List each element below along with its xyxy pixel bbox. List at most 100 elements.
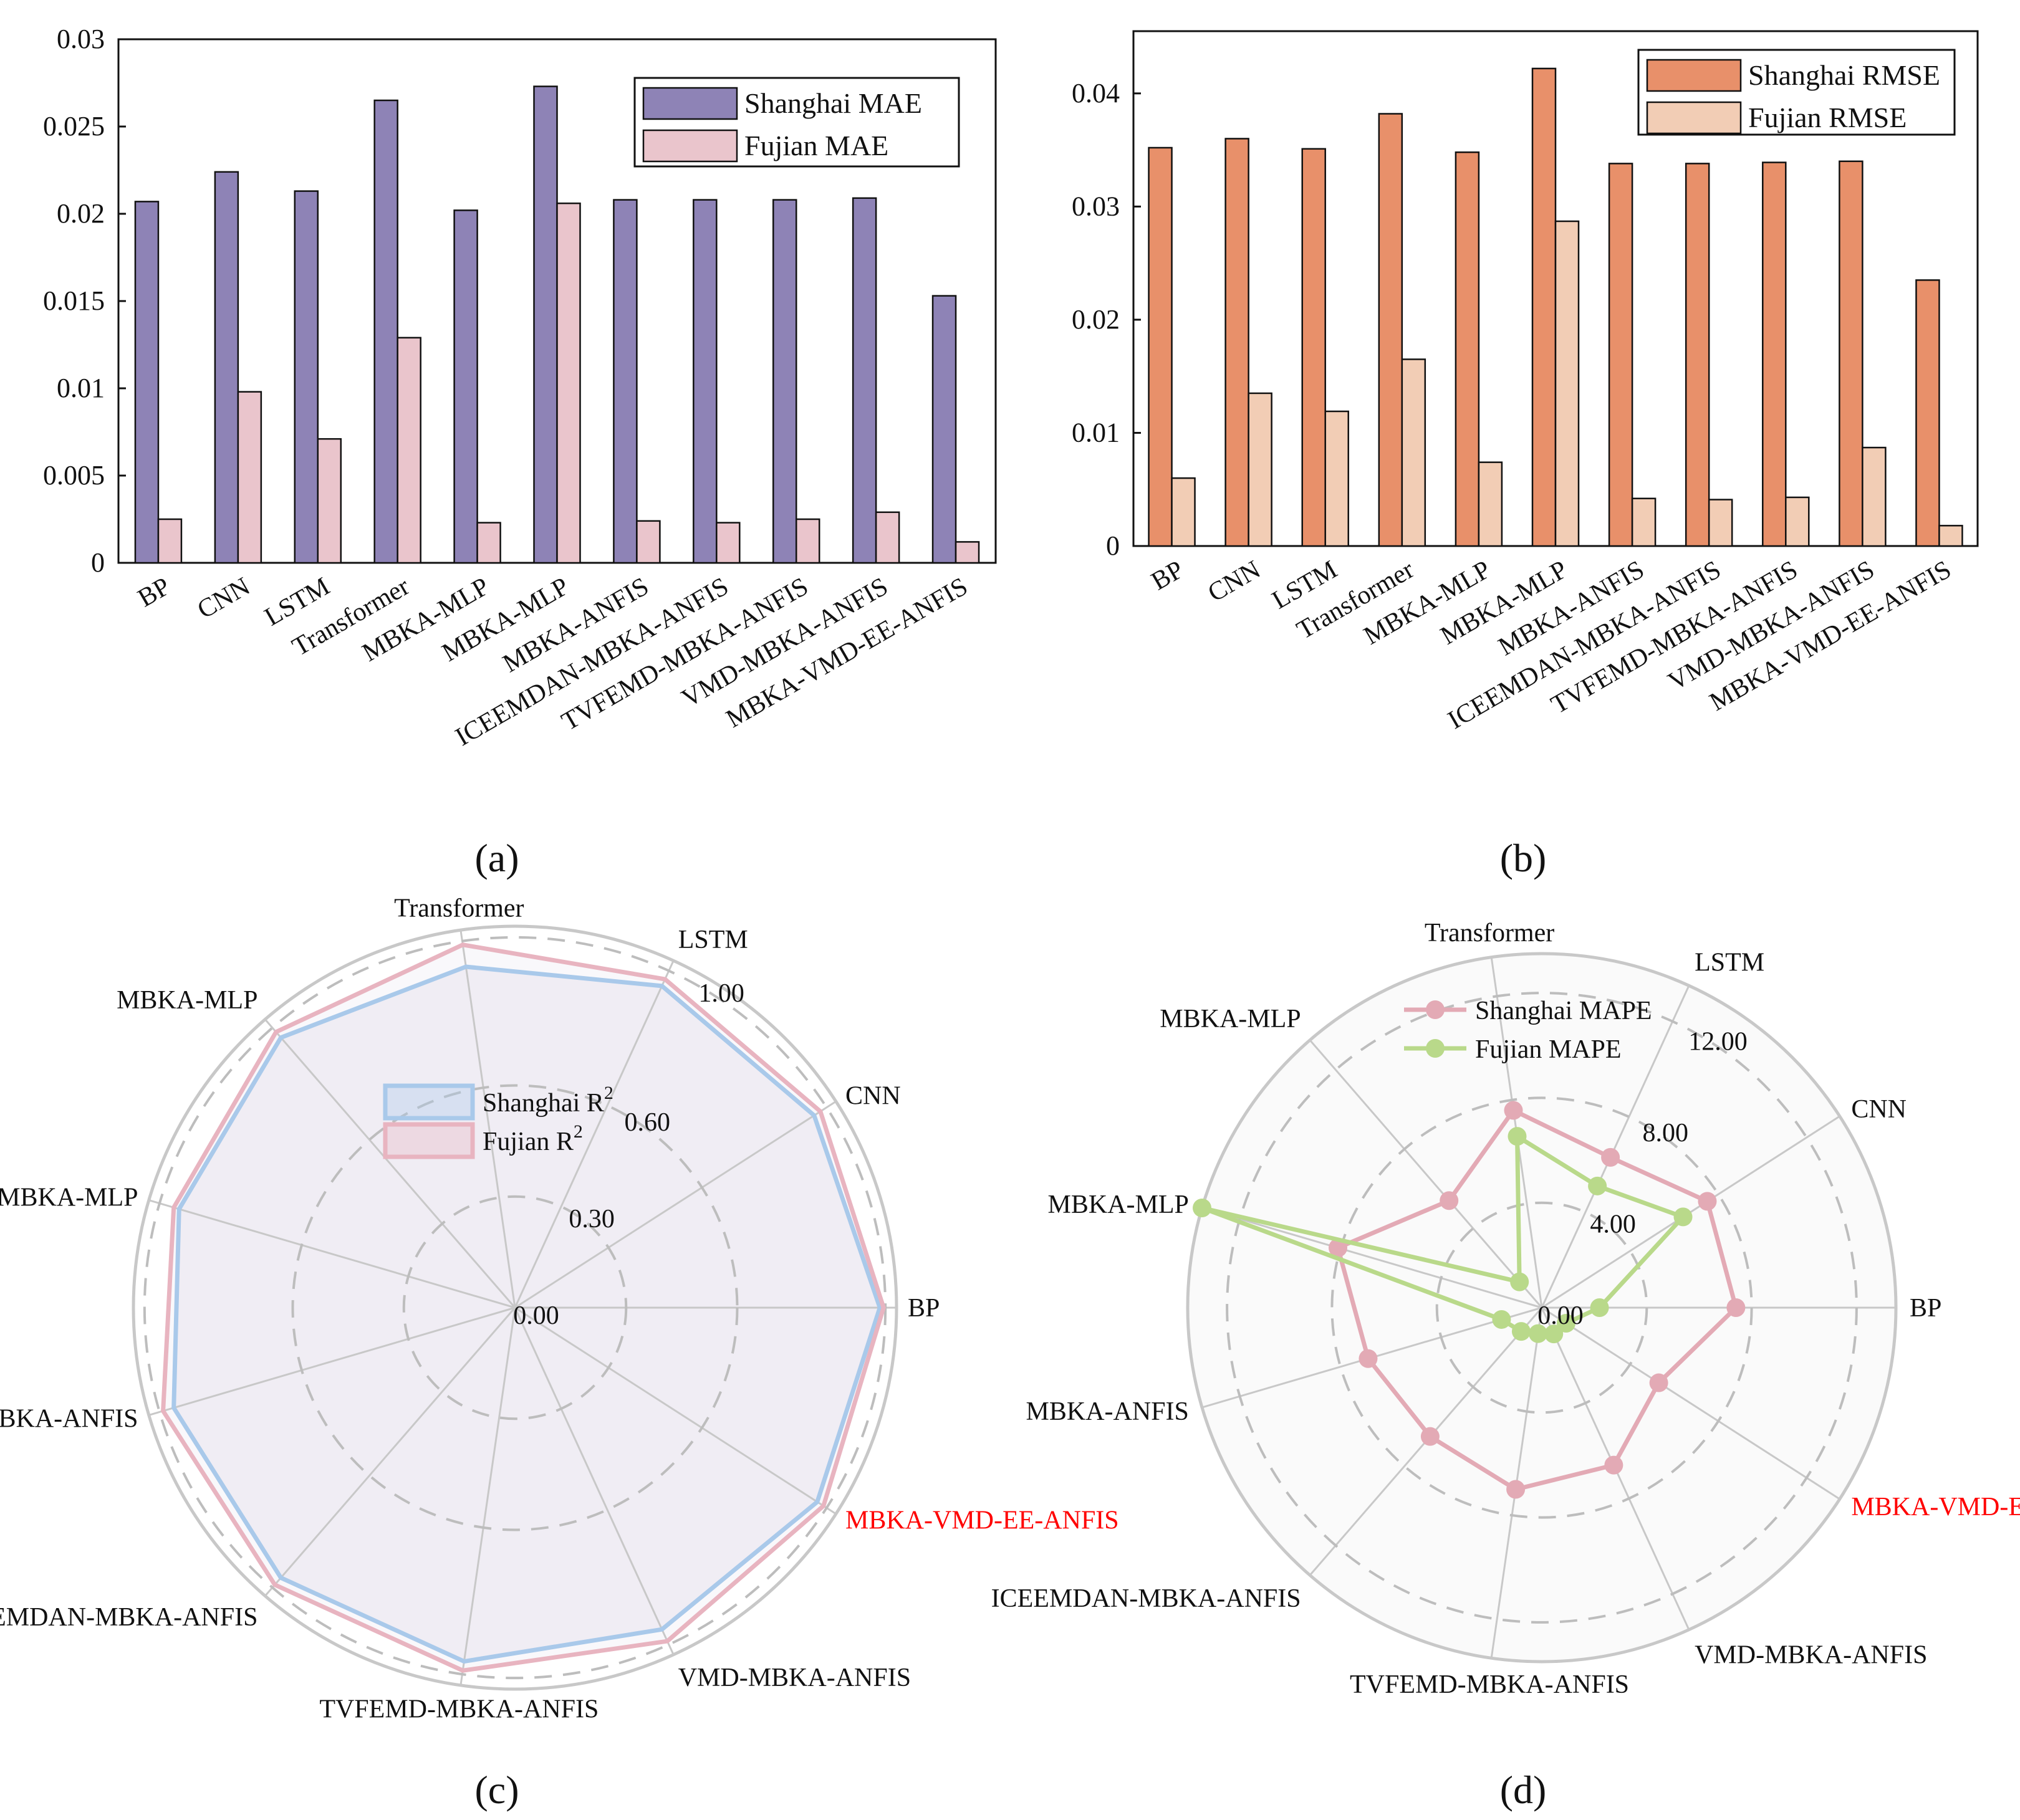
radar-axis-label: MBKA-MLP <box>1048 1190 1189 1219</box>
y-tick-label: 0.02 <box>1072 304 1120 335</box>
bar-shanghai-rmse <box>1148 146 1173 547</box>
radar-marker <box>1529 1324 1548 1343</box>
bar-shanghai-mae <box>852 197 877 564</box>
legend-marker <box>1426 1039 1445 1058</box>
bar-fujian-mae <box>955 541 980 564</box>
y-tick-label: 0.025 <box>43 111 105 141</box>
legend-label: Fujian R2 <box>483 1121 583 1156</box>
panel-d-radar-chart: 0.00 4.00 8.00 12.00 BP CNN LSTM Transformer MBK… <box>991 919 2020 1812</box>
x-tick-label: BP <box>1147 555 1188 596</box>
radar-marker <box>1556 1314 1575 1333</box>
radar-axis-label: ICEEMDAN-MBKA-ANFIS <box>991 1584 1301 1613</box>
bar-shanghai-mae <box>533 85 558 564</box>
ring-label: 0.00 <box>513 1301 559 1330</box>
radar-ring <box>1435 1201 1648 1414</box>
radar-outer-ring <box>132 924 898 1691</box>
bar-fujian-mae <box>875 511 900 564</box>
radar-axis-label: MBKA-VMD-EE-ANFIS <box>1851 1493 2020 1521</box>
legend-label-superscript: 2 <box>604 1083 613 1103</box>
x-tick-label: CNN <box>1203 555 1266 608</box>
bar-shanghai-mae <box>453 209 478 564</box>
radar-spoke <box>1541 985 1690 1308</box>
panel-label: (a) <box>474 836 519 880</box>
bar-shanghai-rmse <box>1608 163 1633 547</box>
legend-label-text: Shanghai R <box>483 1089 604 1118</box>
bar-shanghai-rmse <box>1531 67 1557 547</box>
radar-axis-label: MBKA-ANFIS <box>1026 1397 1189 1426</box>
bar-shanghai-rmse <box>1378 113 1403 547</box>
bar-shanghai-mae <box>373 99 398 564</box>
radar-axis-label: MBKA-MLP <box>117 986 257 1015</box>
radar-marker <box>1544 1324 1564 1344</box>
x-tick-label: BP <box>133 572 175 613</box>
radar-marker <box>1726 1298 1746 1317</box>
legend-swatch <box>383 1122 475 1159</box>
radar-ring <box>402 1195 628 1420</box>
radar-axis-label: Transformer <box>394 894 524 922</box>
radar-marker <box>1506 1480 1526 1499</box>
legend-label: Fujian MAPE <box>1475 1035 1622 1064</box>
radar-axis-label: VMD-MBKA-ANFIS <box>1695 1641 1927 1670</box>
ring-label: 12.00 <box>1688 1028 1748 1056</box>
bar-fujian-mae <box>716 522 741 564</box>
bar-fujian-mae <box>556 202 581 564</box>
radar-ring <box>1330 1096 1753 1519</box>
bar-fujian-mae <box>397 337 421 564</box>
bar-shanghai-rmse <box>1839 160 1864 547</box>
bar-shanghai-rmse <box>1224 138 1249 547</box>
radar-series-line <box>1335 1108 1739 1492</box>
bar-fujian-rmse <box>1938 525 1963 547</box>
y-tick-label: 0.01 <box>57 373 105 403</box>
legend-label-text: Shanghai MAPE <box>1475 997 1652 1025</box>
radar-marker <box>1511 1322 1531 1341</box>
bar-fujian-rmse <box>1554 220 1580 547</box>
legend-swatch <box>642 129 738 163</box>
radar-axis-label: Transformer <box>1425 919 1554 947</box>
legend-label-text: Fujian MAPE <box>1475 1035 1622 1064</box>
legend-label: Shanghai MAE <box>744 87 922 119</box>
radar-ring <box>291 1084 739 1531</box>
legend-swatch <box>642 87 738 120</box>
legend-label: Shanghai MAPE <box>1475 997 1652 1025</box>
bar-shanghai-mae <box>613 199 638 564</box>
bar-shanghai-rmse <box>1301 148 1326 547</box>
radar-spoke <box>459 1307 516 1685</box>
y-tick-label: 0.005 <box>43 460 105 491</box>
radar-spoke <box>264 1307 516 1597</box>
y-tick-label: 0.04 <box>1072 78 1120 108</box>
radar-axis-label: ICEEMDAN-MBKA-ANFIS <box>0 1603 257 1632</box>
radar-marker <box>1420 1427 1440 1446</box>
radar-spoke <box>148 1199 516 1309</box>
legend-label-text: Fujian R <box>483 1128 574 1156</box>
bar-shanghai-rmse <box>1762 161 1787 547</box>
radar-axis-label: LSTM <box>1695 948 1764 977</box>
legend-marker <box>1426 1000 1445 1019</box>
bar-shanghai-mae <box>134 201 160 564</box>
y-tick-label: 0.03 <box>57 24 105 54</box>
bar-shanghai-rmse <box>1455 151 1480 547</box>
radar-spoke <box>148 1306 516 1416</box>
bar-fujian-rmse <box>1401 358 1426 547</box>
bar-shanghai-rmse <box>1685 163 1710 547</box>
radar-marker <box>1510 1272 1529 1291</box>
bar-fujian-rmse <box>1478 461 1503 547</box>
bar-shanghai-rmse <box>1915 279 1940 547</box>
y-tick-label: 0.02 <box>57 198 105 229</box>
panel-c-radar-chart: 0.00 0.30 0.60 1.00 BP CNN LSTM Transformer MBKA… <box>0 894 1119 1812</box>
radar-axis-label: MBKA-VMD-EE-ANFIS <box>845 1506 1119 1535</box>
radar-fill <box>173 967 880 1662</box>
radar-spoke <box>264 1018 516 1308</box>
bar-shanghai-mae <box>294 190 319 564</box>
ring-label: 0.00 <box>1537 1301 1584 1330</box>
bar-fujian-rmse <box>1631 497 1657 547</box>
bar-fujian-rmse <box>1248 392 1272 547</box>
ring-label: 0.60 <box>625 1108 671 1137</box>
y-tick-label: 0.015 <box>43 285 105 316</box>
panel-label: (c) <box>474 1768 519 1812</box>
y-tick-label: 0 <box>91 547 105 578</box>
radar-spoke <box>514 1306 837 1515</box>
radar-marker <box>1698 1192 1717 1211</box>
